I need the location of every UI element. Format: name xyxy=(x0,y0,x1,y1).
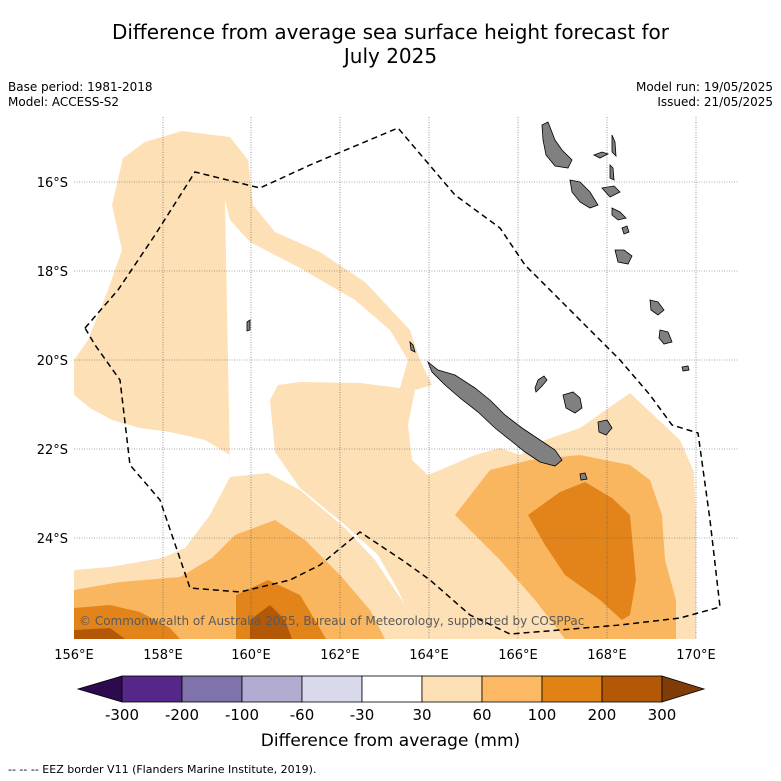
mare-island xyxy=(597,419,613,436)
anomaly-region-200-300-south xyxy=(250,605,292,639)
colorbar-tick: 200 xyxy=(588,706,617,724)
copyright-notice: © Commonwealth of Australia 2025, Bureau… xyxy=(79,614,585,628)
longitude-labels: 156°E 158°E 160°E 162°E 164°E 166°E 168°… xyxy=(54,648,716,663)
pentecost-island xyxy=(611,134,617,158)
colorbar-bin xyxy=(121,675,183,703)
isle-of-pines xyxy=(579,472,588,481)
base-period: Base period: 1981-2018 xyxy=(8,80,153,94)
new-caledonia-land xyxy=(427,360,563,467)
lon-label: 170°E xyxy=(676,648,716,663)
erromango-island xyxy=(614,249,633,265)
colorbar-tick: -300 xyxy=(105,706,139,724)
colorbar-bin xyxy=(241,675,303,703)
meta-right: Model run: 19/05/2025 Issued: 21/05/2025 xyxy=(636,80,773,110)
lifou-island xyxy=(562,391,583,414)
aneityum-island xyxy=(658,329,673,345)
colorbar-bin xyxy=(181,675,243,703)
colorbar-tick: 60 xyxy=(472,706,491,724)
model-run: Model run: 19/05/2025 xyxy=(635,80,773,94)
colorbar-tick: 300 xyxy=(648,706,677,724)
issued-date: Issued: 21/05/2025 xyxy=(657,95,773,109)
anomaly-region-100-200-east xyxy=(528,482,636,620)
latitude-labels: 16°S 18°S 20°S 22°S 24°S xyxy=(37,176,68,547)
maewo-island xyxy=(609,164,615,181)
efate-island xyxy=(611,207,627,221)
colorbar-extend-high xyxy=(661,675,706,703)
colorbar-bin xyxy=(541,675,603,703)
lon-label: 162°E xyxy=(320,648,360,663)
lat-label: 22°S xyxy=(37,443,68,458)
model-name: Model: ACCESS-S2 xyxy=(8,95,120,109)
gridlines xyxy=(74,117,739,639)
colorbar-tick: -200 xyxy=(165,706,199,724)
colorbar-tick: -100 xyxy=(225,706,259,724)
lat-label: 20°S xyxy=(37,354,68,369)
colorbar-bin xyxy=(601,675,663,703)
colorbar-bin xyxy=(481,675,543,703)
colorbar-bin xyxy=(421,675,483,703)
colorbar-tick: -30 xyxy=(350,706,375,724)
colorbar-bin xyxy=(361,675,423,703)
chesterfield-island xyxy=(246,319,251,332)
eez-border xyxy=(84,127,721,635)
belep-island xyxy=(409,340,416,353)
colorbar-extend-low xyxy=(76,675,123,703)
epi-island xyxy=(621,225,630,235)
tanna-island xyxy=(649,299,665,316)
lon-label: 156°E xyxy=(54,648,94,663)
meta-left: Base period: 1981-2018 Model: ACCESS-S2 xyxy=(8,80,153,110)
colorbar-tick: -60 xyxy=(290,706,315,724)
map-plot-area xyxy=(74,117,739,639)
lon-label: 164°E xyxy=(409,648,449,663)
ouvea-island xyxy=(534,375,548,393)
eez-footnote: -- -- -- EEZ border V11 (Flanders Marine… xyxy=(8,763,317,776)
colorbar-label: Difference from average (mm) xyxy=(260,731,521,751)
malakula-island xyxy=(569,179,599,209)
lat-label: 24°S xyxy=(37,532,68,547)
map-title: Difference from average sea surface heig… xyxy=(0,20,781,68)
colorbar: -300 -200 -100 -60 -30 30 60 100 200 300 xyxy=(76,675,706,724)
lat-label: 18°S xyxy=(37,265,68,280)
colorbar-tick: 100 xyxy=(528,706,557,724)
lon-label: 166°E xyxy=(498,648,538,663)
title-line-2: July 2025 xyxy=(343,44,438,68)
espiritu-santo-island xyxy=(541,121,573,169)
colorbar-tick: 30 xyxy=(412,706,431,724)
ambrym-island xyxy=(601,185,621,198)
lat-label: 16°S xyxy=(37,176,68,191)
colorbar-bin xyxy=(301,675,363,703)
futuna-island xyxy=(681,365,690,372)
lon-label: 168°E xyxy=(587,648,627,663)
lon-label: 160°E xyxy=(231,648,271,663)
anomaly-region-200-300-southwest xyxy=(74,628,125,639)
lon-label: 158°E xyxy=(143,648,183,663)
ambae-island xyxy=(593,151,610,159)
title-line-1: Difference from average sea surface heig… xyxy=(111,20,670,44)
